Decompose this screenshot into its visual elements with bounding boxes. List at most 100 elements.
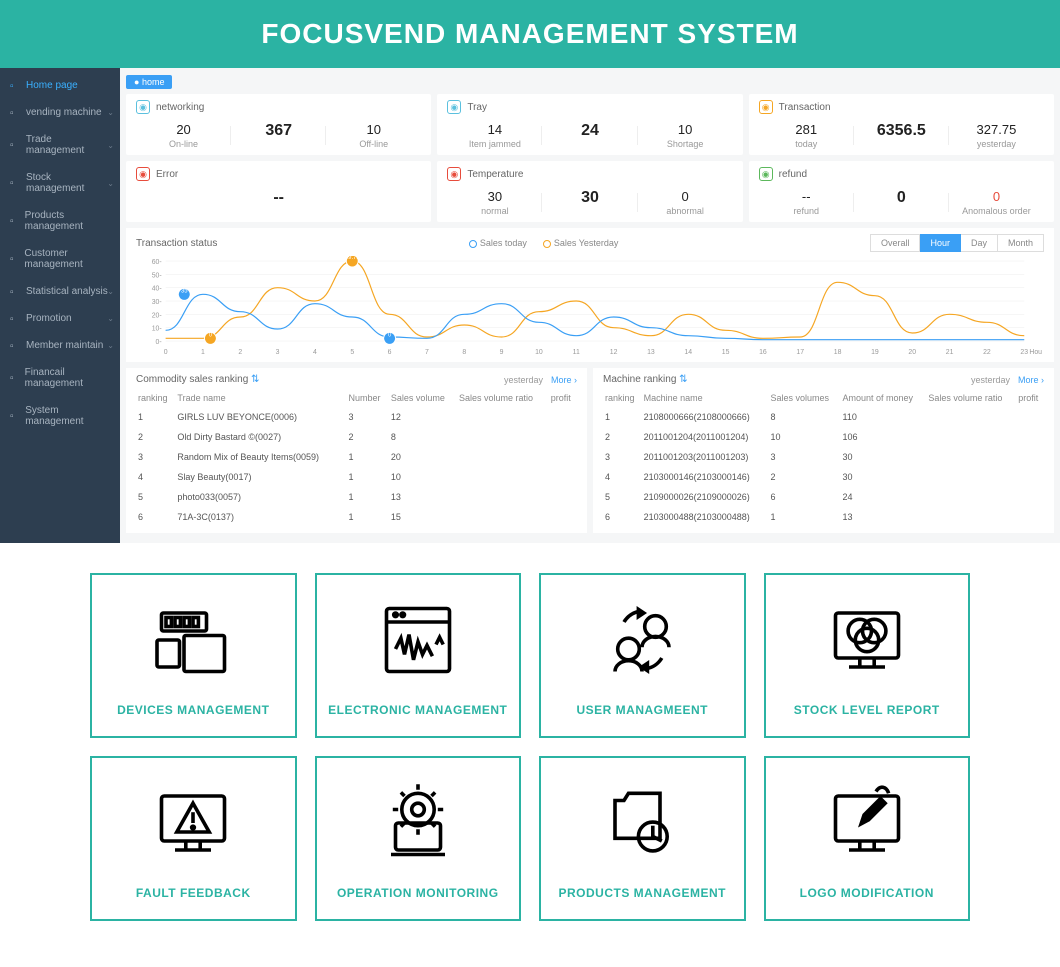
table-cell: 13 xyxy=(841,507,927,527)
feature-label: DEVICES MANAGEMENT xyxy=(117,703,269,717)
rank-title: Commodity sales ranking ⇅ xyxy=(136,374,259,385)
table-row[interactable]: 22011001204(2011001204)10106 xyxy=(603,427,1044,447)
table-row[interactable]: 12108000666(2108000666)8110 xyxy=(603,407,1044,427)
table-cell: 24 xyxy=(841,487,927,507)
table-cell: 12 xyxy=(389,407,457,427)
table-cell: Slay Beauty(0017) xyxy=(175,467,346,487)
feature-stock[interactable]: STOCK LEVEL REPORT xyxy=(764,573,971,738)
feature-label: FAULT FEEDBACK xyxy=(136,886,251,900)
card-title: networking xyxy=(156,102,204,113)
card-title: Transaction xyxy=(779,102,831,113)
feature-logo[interactable]: LOGO MODIFICATION xyxy=(764,756,971,921)
time-tab-day[interactable]: Day xyxy=(961,234,998,252)
table-cell: 1 xyxy=(768,507,840,527)
breadcrumb-home[interactable]: ● home xyxy=(126,75,172,89)
table-cell: 3 xyxy=(136,447,175,467)
table-cell: 1 xyxy=(346,487,388,507)
more-link[interactable]: More › xyxy=(1018,375,1044,385)
legend-item: Sales Yesterday xyxy=(543,238,619,248)
machine-ranking-card: Machine ranking ⇅yesterdayMore ›rankingM… xyxy=(593,368,1054,533)
svg-text:13: 13 xyxy=(647,349,655,356)
svg-text:50-: 50- xyxy=(152,272,162,279)
chart-title: Transaction status xyxy=(136,238,217,249)
feature-products[interactable]: PRODUCTS MANAGEMENT xyxy=(539,756,746,921)
stat-label: normal xyxy=(447,206,542,216)
stat-value: 20 xyxy=(136,122,231,137)
table-row[interactable]: 4Slay Beauty(0017)110 xyxy=(136,467,577,487)
table-cell: 8 xyxy=(768,407,840,427)
table-cell xyxy=(457,487,549,507)
time-tab-month[interactable]: Month xyxy=(998,234,1044,252)
sidebar-icon: ▫ xyxy=(10,411,19,421)
sidebar-icon: ▫ xyxy=(10,373,19,383)
sidebar-item-2[interactable]: ▫Trade management⌄ xyxy=(0,126,120,164)
svg-text:6: 6 xyxy=(388,349,392,356)
table-row[interactable]: 52109000026(2109000026)624 xyxy=(603,487,1044,507)
stat-cell: 10Off-line xyxy=(326,122,421,149)
table-cell: 106 xyxy=(841,427,927,447)
sidebar-item-0[interactable]: ▫Home page xyxy=(0,72,120,99)
time-tab-overall[interactable]: Overall xyxy=(870,234,921,252)
sidebar-item-6[interactable]: ▫Statistical analysis⌄ xyxy=(0,278,120,305)
svg-text:10-: 10- xyxy=(152,326,162,333)
svg-text:23: 23 xyxy=(1020,349,1028,356)
rank-title: Machine ranking ⇅ xyxy=(603,374,688,385)
table-cell xyxy=(457,507,549,527)
table-cell xyxy=(1016,467,1044,487)
feature-electronic[interactable]: ELECTRONIC MANAGEMENT xyxy=(315,573,522,738)
table-row[interactable]: 671A-3C(0137)115 xyxy=(136,507,577,527)
feature-user[interactable]: USER MANAGMEENT xyxy=(539,573,746,738)
table-cell: Old Dirty Bastard ©(0027) xyxy=(175,427,346,447)
sidebar-item-label: vending machine xyxy=(26,107,102,118)
sidebar-item-7[interactable]: ▫Promotion⌄ xyxy=(0,305,120,332)
col-header: ranking xyxy=(136,389,175,407)
table-cell: Random Mix of Beauty Items(0059) xyxy=(175,447,346,467)
card-title: Temperature xyxy=(467,169,523,180)
table-cell: 1 xyxy=(346,467,388,487)
sidebar-item-5[interactable]: ▫Customer management xyxy=(0,240,120,278)
stat-cell: -- xyxy=(136,189,421,209)
more-link[interactable]: More › xyxy=(551,375,577,385)
col-header: ranking xyxy=(603,389,642,407)
sidebar-item-3[interactable]: ▫Stock management⌄ xyxy=(0,164,120,202)
time-tab-hour[interactable]: Hour xyxy=(920,234,961,252)
sidebar-item-4[interactable]: ▫Products management xyxy=(0,202,120,240)
table-row[interactable]: 42103000146(2103000146)230 xyxy=(603,467,1044,487)
table-row[interactable]: 32011001203(2011001203)330 xyxy=(603,447,1044,467)
table-row[interactable]: 3Random Mix of Beauty Items(0059)120 xyxy=(136,447,577,467)
feature-operation[interactable]: OPERATION MONITORING xyxy=(315,756,522,921)
table-cell: 4 xyxy=(136,467,175,487)
table-row[interactable]: 62103000488(2103000488)113 xyxy=(603,507,1044,527)
stat-row: 281today6356.5327.75yesterday xyxy=(759,122,1044,149)
table-cell: photo033(0057) xyxy=(175,487,346,507)
tray-icon: ◉ xyxy=(447,100,461,114)
sidebar-item-label: Member maintain xyxy=(26,340,103,351)
sidebar-item-1[interactable]: ▫vending machine⌄ xyxy=(0,99,120,126)
table-cell: 13 xyxy=(389,487,457,507)
products-icon xyxy=(597,778,687,868)
table-row[interactable]: 1GIRLS LUV BEYONCE(0006)312 xyxy=(136,407,577,427)
commodity-table: rankingTrade nameNumberSales volumeSales… xyxy=(136,389,577,527)
table-cell xyxy=(926,467,1016,487)
card-header: ◉Temperature xyxy=(447,167,732,181)
svg-text:12: 12 xyxy=(610,349,618,356)
stat-label: yesterday xyxy=(949,139,1044,149)
sidebar-item-label: Trade management xyxy=(26,134,112,156)
card-header: ◉Transaction xyxy=(759,100,1044,114)
table-cell: 2011001203(2011001203) xyxy=(642,447,769,467)
sidebar-item-8[interactable]: ▫Member maintain⌄ xyxy=(0,332,120,359)
table-cell: 10 xyxy=(768,427,840,447)
table-row[interactable]: 2Old Dirty Bastard ©(0027)28 xyxy=(136,427,577,447)
sidebar-icon: ▫ xyxy=(10,178,20,188)
sidebar-item-9[interactable]: ▫ Financail management xyxy=(0,359,120,397)
table-row[interactable]: 5photo033(0057)113 xyxy=(136,487,577,507)
col-header: Number xyxy=(346,389,388,407)
table-cell: 5 xyxy=(603,487,642,507)
table-cell xyxy=(926,447,1016,467)
logo-icon xyxy=(822,778,912,868)
rank-period-label: yesterday xyxy=(971,375,1010,385)
sidebar-item-10[interactable]: ▫System management xyxy=(0,397,120,435)
feature-fault[interactable]: FAULT FEEDBACK xyxy=(90,756,297,921)
feature-devices[interactable]: DEVICES MANAGEMENT xyxy=(90,573,297,738)
sidebar-item-label: Financail management xyxy=(25,367,112,389)
